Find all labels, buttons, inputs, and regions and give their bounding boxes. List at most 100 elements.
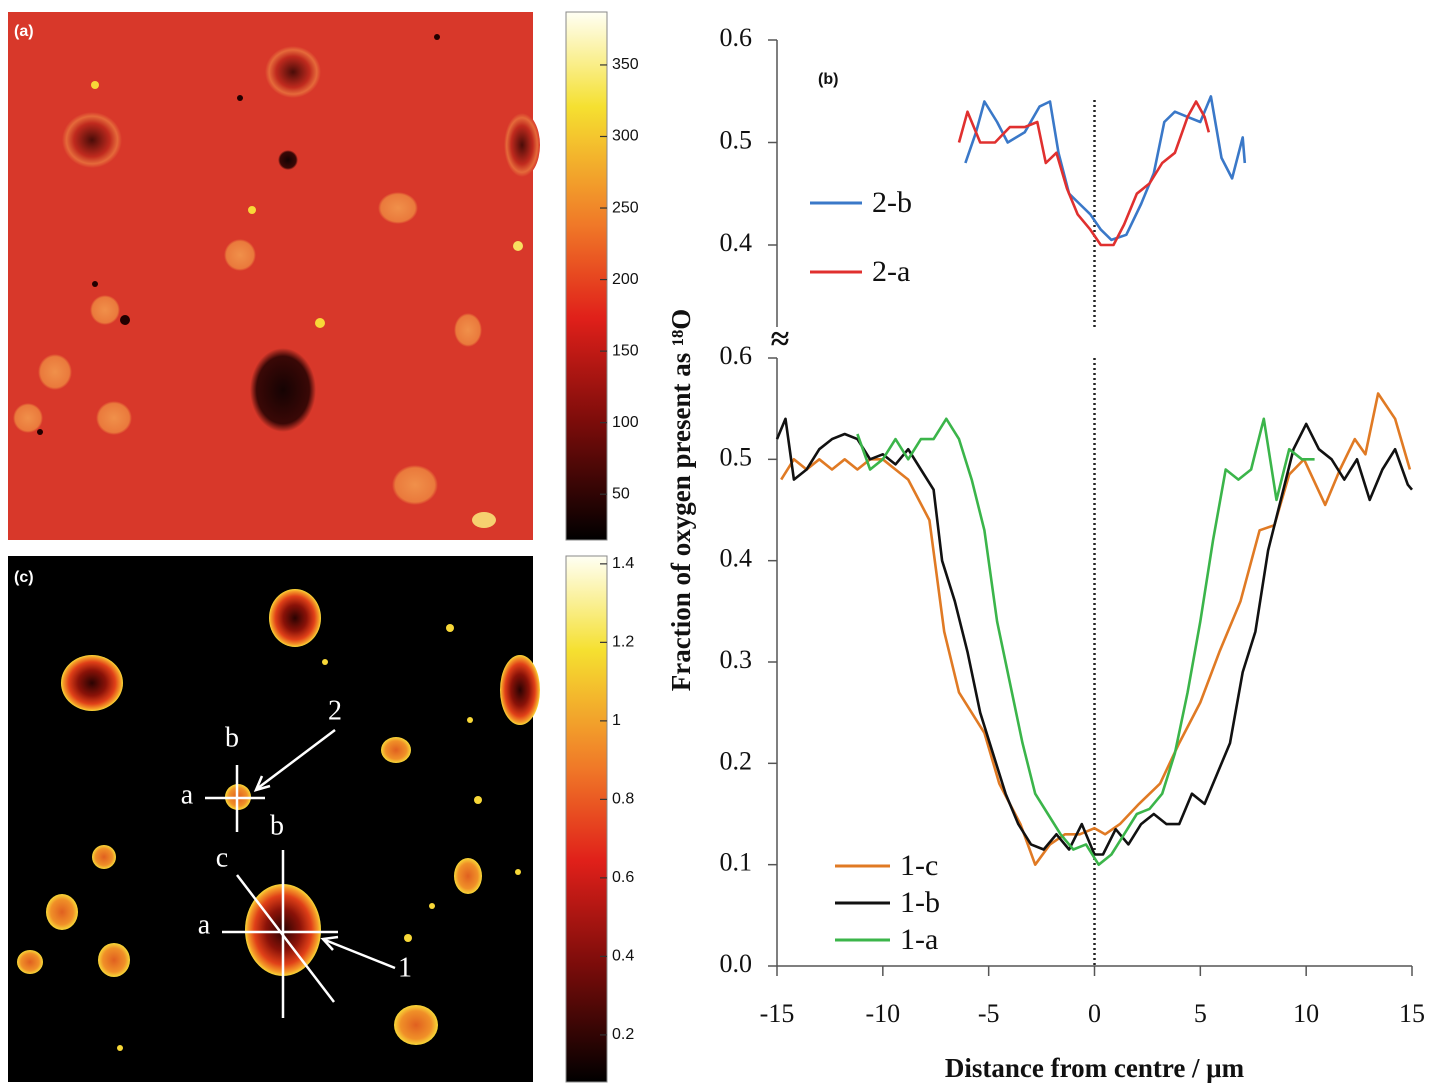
grain: [224, 239, 256, 271]
speck: [322, 659, 328, 665]
grain: [378, 192, 418, 224]
speck: [248, 206, 256, 214]
grain: [504, 113, 540, 177]
legend-label: 2-a: [872, 255, 910, 288]
annotation: c: [216, 842, 228, 873]
y-tick-label: 0.6: [720, 23, 753, 52]
speck: [315, 318, 325, 328]
colorbar-tick-label: 1.4: [612, 555, 634, 572]
y-tick-label: 0.5: [720, 442, 753, 471]
series-line: [957, 100, 1211, 247]
arrow: [324, 938, 396, 970]
panel-label: (b): [818, 71, 838, 88]
colorbar: [565, 555, 608, 1083]
pore: [250, 348, 316, 432]
speck: [404, 934, 412, 942]
x-tick-label: -5: [978, 999, 1000, 1028]
colorbar-tick-label: 1: [612, 712, 621, 729]
arrow-head: [253, 775, 271, 792]
colorbar: [565, 11, 608, 541]
x-tick-label: 10: [1293, 999, 1319, 1028]
colorbar-tick-label: 0.2: [612, 1026, 634, 1043]
y-tick-label: 0.5: [720, 125, 753, 154]
image-c: [8, 556, 540, 1082]
axis-break: ≈: [771, 321, 790, 358]
grain: [92, 845, 116, 869]
speck: [434, 34, 440, 40]
speck: [429, 903, 435, 909]
grain: [454, 313, 482, 347]
colorbar-tick-label: 0.4: [612, 948, 634, 965]
speck: [91, 81, 99, 89]
speck: [237, 95, 243, 101]
colorbar-tick-label: 1.2: [612, 634, 634, 651]
colorbar-tick-label: 150: [612, 342, 639, 359]
colorbar-tick-label: 350: [612, 56, 639, 73]
annotation: b: [270, 810, 284, 841]
profile-line: [236, 874, 335, 1003]
grain: [381, 737, 411, 763]
speck: [92, 281, 98, 287]
annotation: a: [181, 779, 194, 810]
y-tick-label: 0.2: [720, 746, 753, 775]
colorbar-tick-label: 250: [612, 199, 639, 216]
x-axis-label: Distance from centre / μm: [945, 1053, 1245, 1083]
legend-label: 1-b: [900, 886, 940, 919]
grain: [62, 112, 122, 168]
y-tick-label: 0.4: [720, 228, 753, 257]
grain: [265, 46, 321, 98]
y-tick-label: 0.4: [720, 544, 753, 573]
series-line: [856, 417, 1315, 866]
grain: [454, 858, 482, 894]
image-background: [8, 12, 533, 540]
panel-label: (c): [14, 569, 34, 586]
grain: [38, 354, 72, 390]
annotation: 1: [398, 952, 412, 983]
speck: [515, 869, 521, 875]
annotation: b: [225, 722, 239, 753]
arrow-head: [320, 935, 339, 951]
colorbar-tick-label: 50: [612, 485, 630, 502]
grain: [17, 950, 43, 974]
speck: [446, 624, 454, 632]
series-line: [775, 417, 1413, 856]
grain: [98, 943, 130, 977]
colorbar-tick-label: 300: [612, 128, 639, 145]
legend-label: 1-a: [900, 923, 938, 956]
grain: [394, 1005, 438, 1045]
legend-label: 1-c: [900, 849, 938, 882]
y-tick-label: 0.0: [720, 949, 753, 978]
y-tick-label: 0.1: [720, 848, 753, 877]
grain: [392, 465, 438, 505]
y-tick-label: 0.6: [720, 341, 753, 370]
x-tick-label: 0: [1088, 999, 1101, 1028]
grain: [46, 894, 78, 930]
profile-lines: [205, 729, 396, 1018]
grain: [500, 655, 540, 725]
x-tick-label: -10: [865, 999, 900, 1028]
arrow: [257, 729, 336, 789]
grain: [472, 512, 496, 528]
colorbar-tick-label: 100: [612, 414, 639, 431]
grain: [13, 403, 43, 433]
y-axis-label: Fraction of oxygen present as ¹⁸O: [666, 309, 696, 691]
pore: [278, 150, 298, 170]
colorbar-tick-label: 0.6: [612, 869, 634, 886]
x-tick-label: 15: [1399, 999, 1425, 1028]
grain: [269, 589, 321, 647]
image-background: [8, 556, 533, 1082]
grain: [96, 401, 132, 435]
speck: [117, 1045, 123, 1051]
annotation: a: [198, 909, 211, 940]
x-tick-label: -15: [760, 999, 795, 1028]
speck: [467, 717, 473, 723]
grain: [90, 295, 120, 325]
panel-label: (a): [14, 23, 34, 40]
colorbar-tick-label: 0.8: [612, 791, 634, 808]
image-a: [8, 12, 540, 540]
legend-label: 2-b: [872, 186, 912, 219]
speck: [37, 429, 43, 435]
y-tick-label: 0.3: [720, 645, 753, 674]
